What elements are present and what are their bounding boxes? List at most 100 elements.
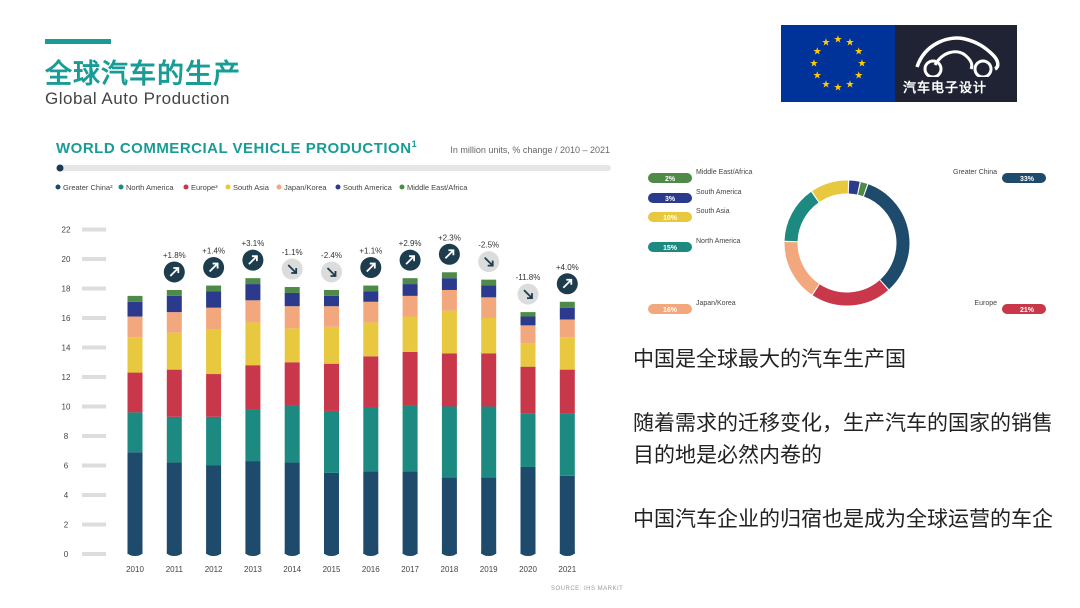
change-label: +1.8% — [163, 251, 186, 260]
y-tick-label: 6 — [64, 462, 69, 471]
change-label: -2.4% — [321, 251, 342, 260]
slice-value-label: 21% — [1020, 307, 1035, 314]
bar-segment — [245, 409, 261, 462]
chart-title-text: WORLD COMMERCIAL VEHICLE PRODUCTION — [56, 140, 412, 157]
eu-star-icon: ★ — [822, 79, 831, 90]
bar-base — [245, 548, 261, 556]
legend-label: Greater China² — [63, 183, 113, 192]
bar-base — [127, 548, 143, 556]
bar-segment — [363, 301, 379, 323]
donut-slice — [784, 241, 820, 295]
legend-label: South America — [343, 183, 393, 192]
bar-segment — [441, 289, 457, 311]
chart-source: SOURCE: IHS MARKIT — [551, 586, 624, 592]
bar-segment — [402, 471, 418, 554]
bar-segment — [284, 328, 300, 363]
change-label: -2.5% — [478, 241, 499, 250]
y-tick-label: 8 — [64, 432, 69, 441]
bullet-list: 中国是全球最大的汽车生产国 随着需求的迁移变化，生产汽车的国家的销售目的地是必然… — [633, 343, 1053, 535]
bar-segment — [206, 416, 222, 466]
bar-segment — [520, 343, 536, 367]
title-rule-dot — [56, 164, 64, 172]
bar-segment — [402, 405, 418, 472]
x-tick-label: 2017 — [401, 565, 419, 574]
bar-segment — [363, 471, 379, 554]
slice-pill — [1002, 173, 1046, 183]
bar-segment — [245, 322, 261, 366]
slice-value-label: 33% — [1020, 176, 1035, 183]
page-subtitle: Global Auto Production — [45, 89, 230, 108]
slice-value-label: 2% — [665, 176, 676, 183]
bar-segment — [166, 295, 182, 313]
slice-pill — [1002, 304, 1046, 314]
slice-value-label: 16% — [663, 307, 678, 314]
bar-segment — [402, 316, 418, 352]
bar-segment — [441, 278, 457, 290]
arrow-glyph — [248, 255, 258, 265]
legend-swatch — [55, 184, 61, 190]
donut-slice — [863, 184, 910, 290]
change-label: +4.0% — [556, 263, 579, 272]
bar-segment — [206, 374, 222, 417]
slice-name-label: South Asia — [696, 208, 730, 215]
x-tick-label: 2012 — [205, 565, 223, 574]
donut-slice — [812, 180, 849, 203]
bar-base — [166, 548, 182, 556]
bar-segment — [559, 413, 575, 476]
bar-segment — [559, 369, 575, 414]
slice-pill — [648, 212, 692, 222]
bar-segment — [284, 292, 300, 307]
bar-segment — [245, 365, 261, 410]
bar-segment — [245, 278, 261, 285]
slice-name-label: Japan/Korea — [696, 300, 736, 307]
y-tick-label: 20 — [62, 255, 71, 264]
slice-value-label: 10% — [663, 215, 678, 222]
bar-segment — [284, 287, 300, 293]
bar-segment — [284, 405, 300, 463]
bar-segment — [127, 372, 143, 413]
arrow-glyph — [326, 267, 337, 277]
legend-label: Japan/Korea — [284, 183, 327, 192]
eu-star-icon: ★ — [854, 47, 863, 58]
arrow-glyph — [287, 264, 298, 274]
x-tick-label: 2020 — [519, 565, 537, 574]
bar-segment — [245, 300, 261, 323]
x-tick-label: 2021 — [558, 565, 576, 574]
bar-segment — [481, 477, 497, 554]
legend-swatch — [399, 184, 405, 190]
change-label: +3.1% — [241, 239, 264, 248]
bar-segment — [481, 285, 497, 298]
y-tick-label: 4 — [64, 491, 69, 500]
bar-segment — [206, 329, 222, 375]
slice-name-label: South America — [696, 189, 742, 196]
bar-segment — [166, 289, 182, 296]
bar-segment — [402, 278, 418, 285]
eu-star-icon: ★ — [846, 79, 855, 90]
bar-base — [520, 548, 536, 556]
bar-segment — [324, 363, 339, 411]
chart-title-footnote: 1 — [411, 139, 418, 149]
arrow-glyph — [523, 289, 533, 299]
legend-label: North America — [126, 183, 174, 192]
bar-segment — [441, 353, 457, 407]
bar-base — [559, 548, 575, 556]
eu-star-icon: ★ — [854, 71, 863, 82]
bar-segment — [559, 337, 575, 370]
bar-base — [481, 548, 497, 556]
bar-segment — [363, 356, 379, 408]
bar-base — [284, 548, 300, 556]
slice-name-label: North America — [696, 238, 740, 245]
slice-name-label: Middle East/Africa — [696, 169, 753, 176]
slice-value-label: 15% — [663, 245, 678, 252]
legend-label: Middle East/Africa — [407, 183, 468, 192]
bar-base — [441, 548, 457, 556]
legend-swatch — [183, 184, 189, 190]
bar-segment — [127, 452, 143, 554]
donut-slice — [812, 280, 889, 306]
eu-star-icon: ★ — [834, 35, 843, 46]
eu-star-icon: ★ — [810, 59, 819, 70]
bar-segment — [520, 366, 536, 414]
eu-star-icon: ★ — [813, 47, 822, 58]
bar-segment — [520, 466, 536, 554]
bar-segment — [481, 318, 497, 354]
